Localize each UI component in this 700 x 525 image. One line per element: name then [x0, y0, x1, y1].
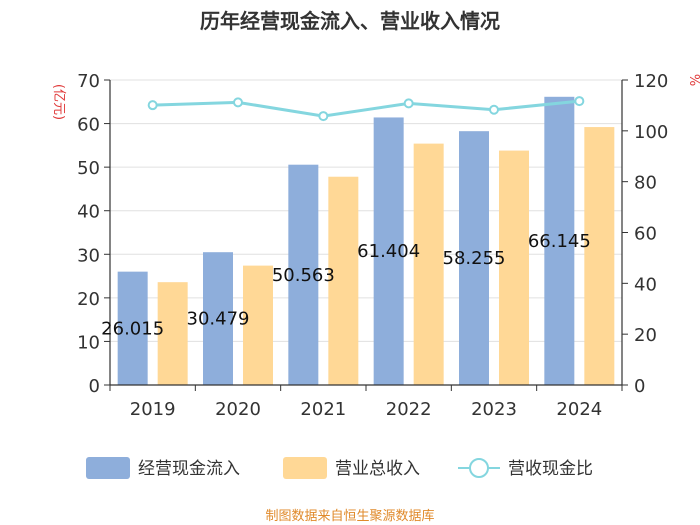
- left-axis-tick-label: 50: [77, 158, 100, 179]
- line-layer: [147, 96, 585, 122]
- bar-value-label: 66.145: [528, 231, 591, 252]
- bar-value-label: 26.015: [101, 318, 164, 339]
- bar-value-label: 30.479: [187, 309, 250, 330]
- ratio-point: [574, 96, 585, 107]
- x-axis-tick-label: 2024: [556, 399, 602, 420]
- x-axis-tick-label: 2023: [471, 399, 517, 420]
- bar-cash-inflow: [373, 117, 404, 385]
- x-axis-tick-label: 2021: [300, 399, 346, 420]
- legend-marker-ratio: [469, 458, 489, 478]
- bar-cash-inflow: [203, 252, 233, 385]
- x-axis-tick-label: 2020: [215, 399, 261, 420]
- left-axis-label: (亿元): [51, 84, 66, 120]
- legend-swatch-cash-inflow: [86, 457, 130, 479]
- right-axis-tick-label: 20: [634, 325, 657, 346]
- right-axis-label: %: [686, 74, 700, 86]
- bar-revenue: [243, 265, 273, 385]
- bar-cash-inflow: [288, 164, 319, 385]
- left-axis-tick-label: 0: [89, 376, 100, 397]
- axes: 0 10 20 30 40 50 60 70 0 20 40 60 80 100 120 2019 2020 20…: [77, 71, 668, 420]
- legend: 经营现金流入 营业总收入 营收现金比: [86, 457, 593, 479]
- right-axis-tick-label: 80: [634, 173, 657, 194]
- bar-cash-inflow: [117, 271, 148, 385]
- right-axis-tick-label: 40: [634, 274, 657, 295]
- ratio-point: [489, 104, 499, 115]
- legend-label-ratio: 营收现金比: [508, 459, 593, 479]
- x-axis-tick-label: 2019: [130, 399, 176, 420]
- right-axis-tick-label: 0: [634, 376, 645, 397]
- bar-value-label: 50.563: [272, 265, 335, 286]
- bar-revenue: [413, 143, 444, 385]
- ratio-point: [147, 100, 158, 111]
- ratio-line: [152, 99, 580, 118]
- left-axis-tick-label: 40: [77, 202, 100, 223]
- legend-label-revenue: 营业总收入: [335, 459, 420, 479]
- right-axis-tick-label: 60: [634, 224, 657, 245]
- source-footnote: 制图数据来自恒生聚源数据库: [265, 508, 434, 524]
- bar-revenue: [328, 176, 359, 385]
- ratio-point: [233, 97, 243, 108]
- bar-cash-inflow: [459, 131, 489, 385]
- right-axis-tick-label: 120: [634, 71, 668, 92]
- left-axis-tick-label: 20: [77, 289, 100, 310]
- left-axis-tick-label: 60: [77, 115, 100, 136]
- left-axis-tick-label: 10: [77, 332, 100, 353]
- bar-value-label: 61.404: [357, 241, 420, 262]
- x-axis-tick-label: 2022: [386, 399, 432, 420]
- ratio-point: [318, 111, 329, 122]
- grid-lines: [110, 79, 622, 342]
- left-axis-tick-label: 30: [77, 245, 100, 266]
- ratio-point: [403, 98, 414, 109]
- bar-layer: [117, 96, 615, 386]
- bar-value-label: 58.255: [443, 248, 506, 269]
- right-axis-tick-label: 100: [634, 122, 668, 143]
- bar-revenue: [157, 282, 188, 385]
- bar-revenue: [584, 127, 615, 386]
- legend-label-cash-inflow: 经营现金流入: [138, 459, 240, 479]
- data-labels: 26.015 30.479 50.563 61.404 58.255 66.145: [101, 231, 591, 339]
- legend-swatch-revenue: [283, 457, 327, 479]
- bar-cash-inflow: [544, 96, 575, 385]
- left-axis-tick-label: 70: [77, 71, 100, 92]
- chart-title: 历年经营现金流入、营业收入情况: [200, 9, 500, 33]
- bar-revenue: [499, 150, 529, 385]
